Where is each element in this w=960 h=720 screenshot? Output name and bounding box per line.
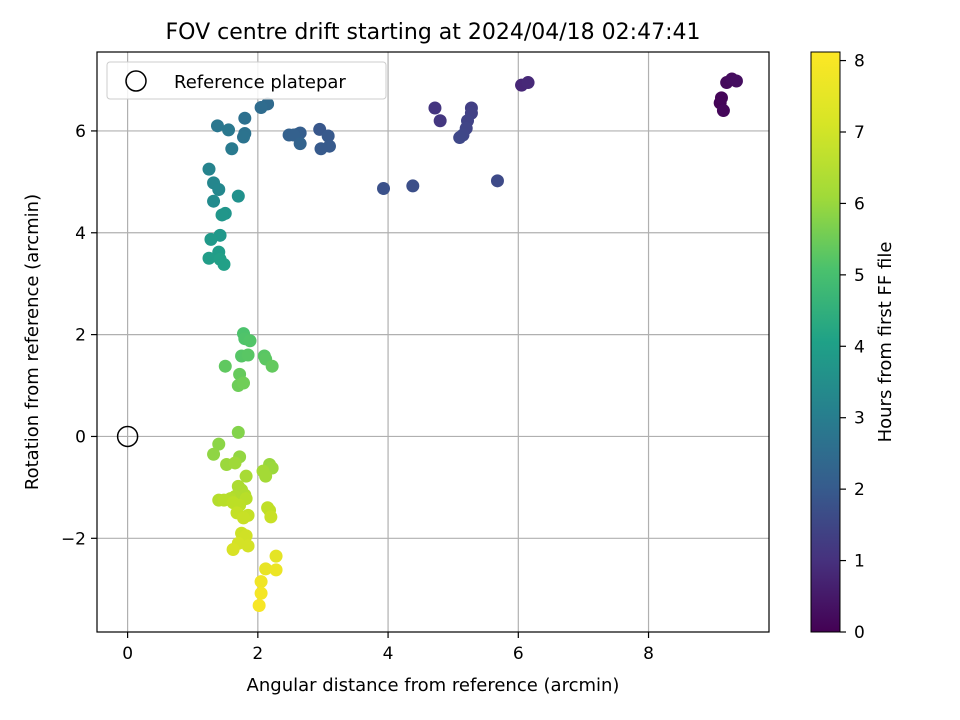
y-tick-label: −2 [61,529,86,549]
y-axis-label: Rotation from reference (arcmin) [22,194,43,490]
data-point [210,119,224,133]
y-tick-label: 0 [75,427,86,447]
x-axis-label: Angular distance from reference (arcmin) [247,675,620,696]
reference-marker-layer [116,425,139,448]
data-point [241,348,255,362]
colorbar-tick-label: 2 [854,480,865,500]
y-tick-label: 4 [75,224,86,244]
chart-title: FOV centre drift starting at 2024/04/18 … [166,20,701,45]
data-point [217,257,231,271]
data-point [269,549,283,563]
y-tick-label: 2 [75,326,86,346]
data-point [215,208,229,222]
data-point [207,447,221,461]
data-point [218,359,232,373]
data-point [259,562,273,576]
data-point [202,251,216,265]
colorbar-tick-label: 6 [854,194,865,214]
data-point [729,74,743,88]
data-point [252,599,266,613]
data-point [521,76,535,90]
legend-marker-icon [125,70,147,92]
data-point [231,189,245,203]
data-point [314,142,328,156]
data-point [212,182,226,196]
colorbar-ticks: 0 1 2 3 4 5 6 7 8 [840,52,865,643]
data-point [269,563,283,577]
data-point [237,376,251,390]
data-point [204,232,218,246]
data-point [433,114,447,128]
data-point [490,174,504,188]
data-point [225,142,239,156]
colorbar-tick-label: 5 [854,266,865,286]
colorbar-tick-label: 3 [854,409,865,429]
legend-box [106,61,387,100]
data-point [238,111,252,125]
data-point [231,425,245,439]
data-point [265,359,279,373]
y-tick-label: 6 [75,122,86,142]
colorbar: 0 1 2 3 4 5 6 7 8 Hours from first FF file [810,51,896,643]
x-tick-label: 0 [122,644,133,664]
colorbar-tick-label: 7 [854,123,865,143]
colorbar-tick-label: 8 [854,52,865,72]
data-point [237,511,251,525]
data-point [406,179,420,193]
data-point [377,181,391,195]
x-axis: 0 2 4 6 8 [122,632,654,664]
data-point [222,123,236,137]
colorbar-tick-label: 4 [854,337,865,357]
colorbar-gradient [810,51,841,633]
legend-entry-reference: Reference platepar [174,72,346,93]
plot-area-frame [96,51,770,633]
colorbar-tick-label: 1 [854,552,865,572]
colorbar-label: Hours from first FF file [875,242,896,443]
data-point [428,101,442,115]
data-point [453,131,467,145]
gridlines [97,52,769,632]
data-points [202,72,743,613]
x-tick-label: 2 [252,644,263,664]
data-point [202,162,216,176]
x-tick-label: 8 [643,644,654,664]
data-point [226,543,240,557]
data-point [243,334,257,348]
data-point [259,469,273,483]
data-point [239,469,253,483]
data-point [212,437,226,451]
data-point [207,194,221,208]
data-point [254,575,268,589]
data-point [321,129,335,143]
data-point [254,586,268,600]
data-point [264,510,278,524]
reference-platepar-marker [116,425,139,448]
x-tick-label: 4 [383,644,394,664]
colorbar-tick-label: 0 [854,623,865,643]
legend: Reference platepar [106,61,387,100]
data-point [237,130,251,144]
x-tick-label: 6 [513,644,524,664]
data-point [293,137,307,151]
data-point [228,456,242,470]
y-axis: −2 0 2 4 6 [61,122,97,549]
data-point [241,539,255,553]
data-point [716,104,730,118]
data-point [714,91,728,105]
data-point [254,101,268,115]
